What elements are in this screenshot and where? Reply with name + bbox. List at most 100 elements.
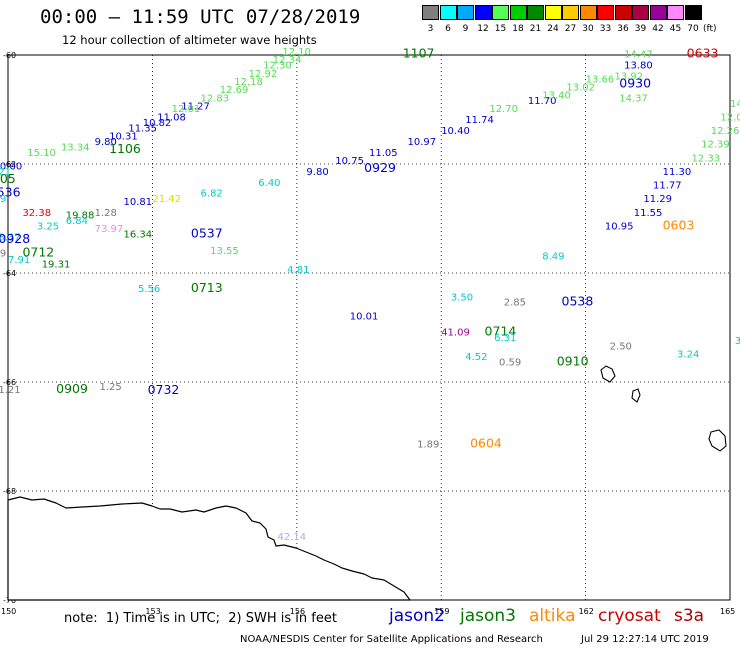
wave-height-value: 9.80 bbox=[95, 137, 117, 148]
legend-label: 27 bbox=[564, 24, 577, 34]
wave-height-value: 2.85 bbox=[504, 298, 526, 309]
wave-height-value: 19.88 bbox=[66, 211, 95, 222]
wave-height-value: 12.10 bbox=[282, 47, 311, 58]
pass-time-label: 0910 bbox=[557, 354, 589, 369]
legend-label: 6 bbox=[445, 24, 451, 34]
pass-time-label: 0538 bbox=[562, 294, 594, 309]
pass-time-label: 0537 bbox=[191, 226, 223, 241]
legend-swatch bbox=[527, 5, 544, 20]
wave-height-value: 10.31 bbox=[109, 131, 138, 142]
wave-height-value: 16.34 bbox=[124, 230, 153, 241]
lon-tick-label: 165 bbox=[720, 607, 735, 616]
wave-height-value: 6.84 bbox=[66, 216, 88, 227]
sat-label-jason3: jason3 bbox=[460, 606, 516, 626]
wave-height-value: 10.75 bbox=[335, 156, 364, 167]
pass-time-label: 0928 bbox=[0, 231, 30, 246]
legend-swatch bbox=[597, 5, 614, 20]
pass-time-label: 1105 bbox=[0, 171, 16, 186]
legend-label: 21 bbox=[529, 24, 542, 34]
legend-label: 33 bbox=[599, 24, 612, 34]
wave-height-value: 11.35 bbox=[128, 123, 157, 134]
wave-height-value: 32.38 bbox=[22, 208, 51, 219]
wave-height-value: 11.55 bbox=[634, 208, 663, 219]
wave-height-value: 12.70 bbox=[489, 104, 518, 115]
legend-label: 3 bbox=[427, 24, 434, 34]
coastline bbox=[7, 496, 411, 601]
pass-time-label: 0712 bbox=[22, 245, 54, 260]
wave-height-value: 6.40 bbox=[258, 178, 280, 189]
wave-height-value: 11.74 bbox=[465, 115, 494, 126]
wave-height-value: 7.91 bbox=[8, 255, 30, 266]
island bbox=[600, 365, 616, 383]
wave-height-value: 3.24 bbox=[677, 349, 699, 360]
lat-tick-label: -66 bbox=[3, 378, 16, 387]
pass-time-label: 0732 bbox=[148, 382, 180, 397]
wave-height-value: 11.29 bbox=[643, 194, 672, 205]
footnote: note: 1) Time is in UTC; 2) SWH is in fe… bbox=[64, 611, 337, 626]
legend-label: 30 bbox=[582, 24, 594, 34]
lon-tick-label: 159 bbox=[434, 607, 449, 616]
wave-height-value: 12.06 bbox=[720, 112, 740, 123]
legend-swatch bbox=[457, 5, 474, 20]
lon-tick-label: 153 bbox=[145, 607, 160, 616]
wave-height-value: 10.97 bbox=[408, 137, 437, 148]
wave-height-value: 11.08 bbox=[157, 112, 186, 123]
wave-height-value: 4.81 bbox=[287, 265, 309, 276]
legend-swatch bbox=[649, 5, 667, 20]
wave-height-value: 5.56 bbox=[138, 284, 160, 295]
credit-line: NOAA/NESDIS Center for Satellite Applica… bbox=[240, 634, 543, 645]
pass-time-label: 1106 bbox=[109, 141, 141, 156]
wave-height-value: 3.50 bbox=[735, 336, 740, 347]
wave-height-value: 10.95 bbox=[605, 221, 634, 232]
wave-height-value: 1.89 bbox=[417, 439, 439, 450]
wave-height-value: 12.26 bbox=[711, 126, 740, 137]
wave-height-value: 4.52 bbox=[465, 352, 487, 363]
wave-height-value: 0.59 bbox=[499, 358, 521, 369]
wave-height-value: 19.31 bbox=[42, 260, 71, 271]
wave-height-value: 12.18 bbox=[234, 77, 263, 88]
legend-swatch bbox=[614, 5, 632, 20]
pass-time-label: 0930 bbox=[619, 76, 651, 91]
wave-height-value: 41.09 bbox=[441, 328, 470, 339]
wave-height-value: 8.39 bbox=[0, 194, 6, 205]
wave-height-value: 13.80 bbox=[624, 61, 653, 72]
wave-height-value: 14.16 bbox=[730, 99, 740, 110]
wave-height-value: 12.92 bbox=[249, 69, 278, 80]
wave-height-value: 13.40 bbox=[542, 91, 571, 102]
legend-label: 24 bbox=[547, 24, 559, 34]
legend-swatch bbox=[492, 5, 509, 20]
wave-height-value: 6.82 bbox=[201, 189, 223, 200]
wave-height-value: 13.55 bbox=[210, 246, 239, 257]
wave-height-value: 12.33 bbox=[691, 153, 720, 164]
legend-swatch bbox=[667, 5, 684, 20]
sat-label-s3a: s3a bbox=[674, 606, 705, 626]
legend-label: 70 bbox=[687, 24, 699, 34]
pass-time-label: 0909 bbox=[56, 381, 88, 396]
wave-height-value: 14.37 bbox=[619, 93, 648, 104]
sat-label-jason2: jason2 bbox=[389, 606, 445, 626]
lon-tick-label: 162 bbox=[579, 607, 594, 616]
legend-label: 42 bbox=[652, 24, 664, 34]
legend-label: 15 bbox=[494, 24, 507, 34]
pass-time-label: 0713 bbox=[191, 280, 223, 295]
lat-tick-label: -64 bbox=[3, 269, 16, 278]
legend-swatch bbox=[422, 5, 439, 20]
sat-label-cryosat: cryosat bbox=[598, 606, 661, 626]
wave-height-value: 6.31 bbox=[494, 333, 516, 344]
wave-height-value: 12.01 bbox=[172, 104, 201, 115]
pass-time-label: 0633 bbox=[687, 46, 719, 61]
wave-height-value: 11.77 bbox=[653, 181, 682, 192]
legend-label: 9 bbox=[462, 24, 469, 34]
legend-swatch bbox=[439, 5, 457, 20]
legend-swatch bbox=[632, 5, 649, 20]
wave-height-value: 8.49 bbox=[542, 251, 564, 262]
pass-time-label: 0929 bbox=[364, 160, 396, 175]
wave-height-value: 13.66 bbox=[586, 74, 615, 85]
wave-height-value: 21.42 bbox=[152, 194, 181, 205]
legend-label: 45 bbox=[669, 24, 682, 34]
wave-height-value: 3.50 bbox=[451, 292, 473, 303]
wave-height-value: 11.30 bbox=[663, 167, 692, 178]
wave-height-value: 1.25 bbox=[99, 382, 121, 393]
generated-timestamp: Jul 29 12:27:14 UTC 2019 bbox=[581, 634, 709, 645]
pass-time-label: 0604 bbox=[470, 435, 502, 450]
